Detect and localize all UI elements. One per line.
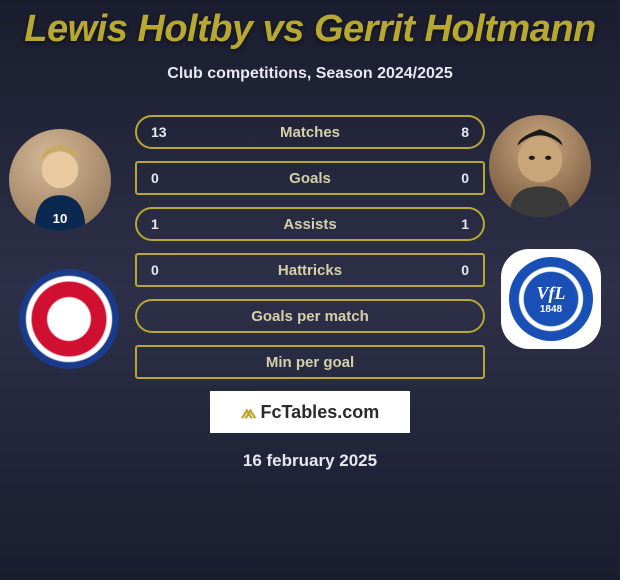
stat-row: 0Hattricks0 <box>135 253 485 287</box>
stat-label: Goals per match <box>151 308 469 325</box>
stats-table: 13Matches80Goals01Assists10Hattricks0Goa… <box>135 115 485 379</box>
page-title: Lewis Holtby vs Gerrit Holtmann <box>0 0 620 51</box>
comparison-content: 10 VfL 1848 13Matches80Goals01Assists10H… <box>0 115 620 471</box>
stat-label: Min per goal <box>151 354 469 371</box>
club-vfl-text: VfL <box>537 283 566 304</box>
stat-left-value: 1 <box>151 216 179 232</box>
club-year-text: 1848 <box>540 304 562 315</box>
branding-icon: ⩕ <box>241 401 257 424</box>
stat-row: 1Assists1 <box>135 207 485 241</box>
stat-label: Hattricks <box>179 262 441 279</box>
stat-label: Matches <box>179 124 441 141</box>
stat-right-value: 0 <box>441 170 469 186</box>
stat-label: Assists <box>179 216 441 233</box>
stat-right-value: 0 <box>441 262 469 278</box>
player-right-club-badge: VfL 1848 <box>501 249 601 349</box>
player-left-avatar: 10 <box>9 129 111 231</box>
stat-right-value: 8 <box>441 124 469 140</box>
stat-left-value: 0 <box>151 262 179 278</box>
stat-row: Goals per match <box>135 299 485 333</box>
stat-row: Min per goal <box>135 345 485 379</box>
svg-text:10: 10 <box>53 211 68 226</box>
subtitle: Club competitions, Season 2024/2025 <box>0 65 620 83</box>
stat-right-value: 1 <box>441 216 469 232</box>
player-right-avatar <box>489 115 591 217</box>
stat-row: 13Matches8 <box>135 115 485 149</box>
date-label: 16 february 2025 <box>0 451 620 471</box>
stat-left-value: 0 <box>151 170 179 186</box>
branding-text: FcTables.com <box>261 402 380 423</box>
player-left-club-badge <box>19 269 119 369</box>
stat-row: 0Goals0 <box>135 161 485 195</box>
stat-label: Goals <box>179 170 441 187</box>
stat-left-value: 13 <box>151 124 179 140</box>
branding-badge: ⩕ FcTables.com <box>210 391 410 433</box>
